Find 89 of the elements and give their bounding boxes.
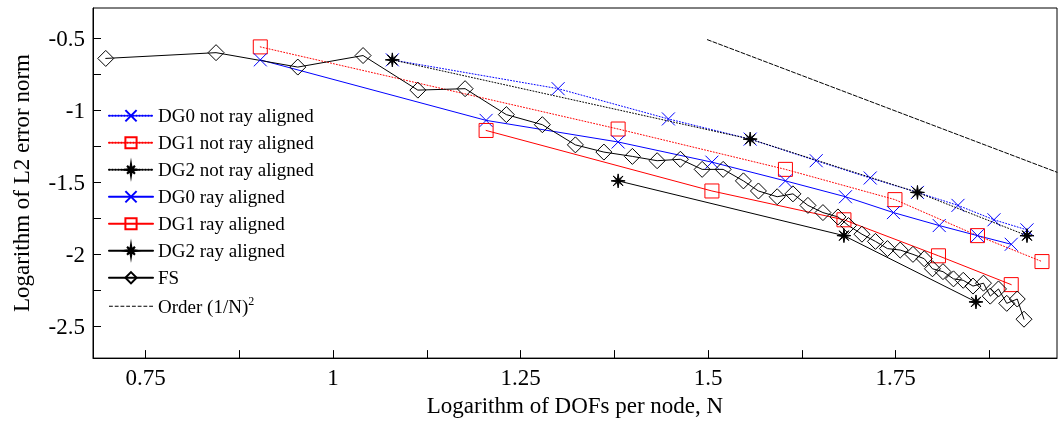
- y-tick-label: -2.5: [48, 313, 85, 339]
- legend-label: FS: [158, 267, 180, 289]
- point: [853, 225, 871, 243]
- legend-label: DG2 ray aligned: [158, 240, 286, 262]
- point: [253, 52, 268, 67]
- point: [829, 208, 847, 226]
- point: [930, 248, 946, 264]
- point: [950, 198, 965, 213]
- point: [964, 277, 982, 295]
- point: [478, 122, 494, 138]
- point: [252, 39, 268, 55]
- point: [836, 212, 852, 228]
- point: [989, 280, 1007, 298]
- point: [809, 153, 824, 168]
- legend-label: DG0 not ray aligned: [158, 105, 315, 127]
- point: [1015, 310, 1033, 328]
- point: [1008, 290, 1026, 308]
- point: [1004, 237, 1019, 252]
- point: [97, 49, 115, 67]
- point: [671, 150, 689, 168]
- point: [944, 270, 962, 288]
- legend-label: DG2 not ray aligned: [158, 159, 315, 181]
- point: [749, 182, 767, 200]
- point: [566, 136, 584, 154]
- y-tick-label: -1: [65, 97, 85, 123]
- point: [863, 171, 878, 186]
- y-tick-label: -2: [65, 241, 85, 267]
- point: [799, 196, 817, 214]
- point: [915, 250, 933, 268]
- point: [838, 189, 853, 204]
- point: [923, 260, 941, 278]
- point: [610, 121, 626, 137]
- x-tick-label: 0.75: [125, 365, 166, 391]
- point: [354, 47, 372, 65]
- point: [932, 218, 947, 233]
- x-tick-label: 1.5: [693, 365, 723, 391]
- point: [611, 134, 626, 149]
- point: [891, 241, 909, 259]
- point: [623, 147, 641, 165]
- point: [814, 204, 832, 222]
- point: [661, 111, 676, 126]
- point: [610, 173, 626, 189]
- point: [887, 192, 903, 208]
- y-tick-label: -1.5: [48, 169, 85, 195]
- legend-label: DG1 ray aligned: [158, 213, 286, 235]
- point: [1003, 277, 1019, 293]
- point: [1019, 228, 1035, 244]
- point: [734, 172, 752, 190]
- point: [714, 160, 732, 178]
- point: [836, 228, 852, 244]
- point: [974, 274, 992, 292]
- point: [784, 185, 802, 203]
- x-axis-title: Logarithm of DOFs per node, N: [426, 393, 724, 418]
- point: [998, 294, 1016, 312]
- point: [693, 160, 711, 178]
- point: [968, 294, 984, 310]
- point: [866, 232, 884, 250]
- point: [497, 106, 515, 124]
- legend-label: DG1 not ray aligned: [158, 132, 315, 154]
- point: [479, 113, 494, 128]
- point: [934, 263, 952, 281]
- point: [648, 152, 666, 170]
- point: [778, 173, 793, 188]
- point: [551, 81, 566, 96]
- point: [986, 212, 1001, 227]
- y-tick-label: -0.5: [48, 25, 85, 51]
- point: [207, 44, 225, 62]
- point: [409, 81, 427, 99]
- point: [289, 58, 307, 76]
- point: [981, 287, 999, 305]
- point: [886, 205, 901, 220]
- point: [533, 116, 551, 134]
- x-tick-label: 1.25: [500, 365, 541, 391]
- point: [595, 143, 613, 161]
- point: [768, 188, 786, 206]
- point: [704, 183, 720, 199]
- point: [456, 80, 474, 98]
- legend-label: DG0 ray aligned: [158, 186, 286, 208]
- x-tick-label: 1: [327, 365, 339, 391]
- point: [954, 271, 972, 289]
- point: [839, 217, 857, 235]
- point: [1034, 254, 1050, 270]
- point: [904, 245, 922, 263]
- point: [704, 155, 719, 170]
- point: [878, 240, 896, 258]
- point: [777, 161, 793, 177]
- point: [1019, 222, 1034, 237]
- x-tick-label: 1.75: [875, 365, 916, 391]
- y-axis-title: Logarithm of L2 error norm: [9, 53, 34, 313]
